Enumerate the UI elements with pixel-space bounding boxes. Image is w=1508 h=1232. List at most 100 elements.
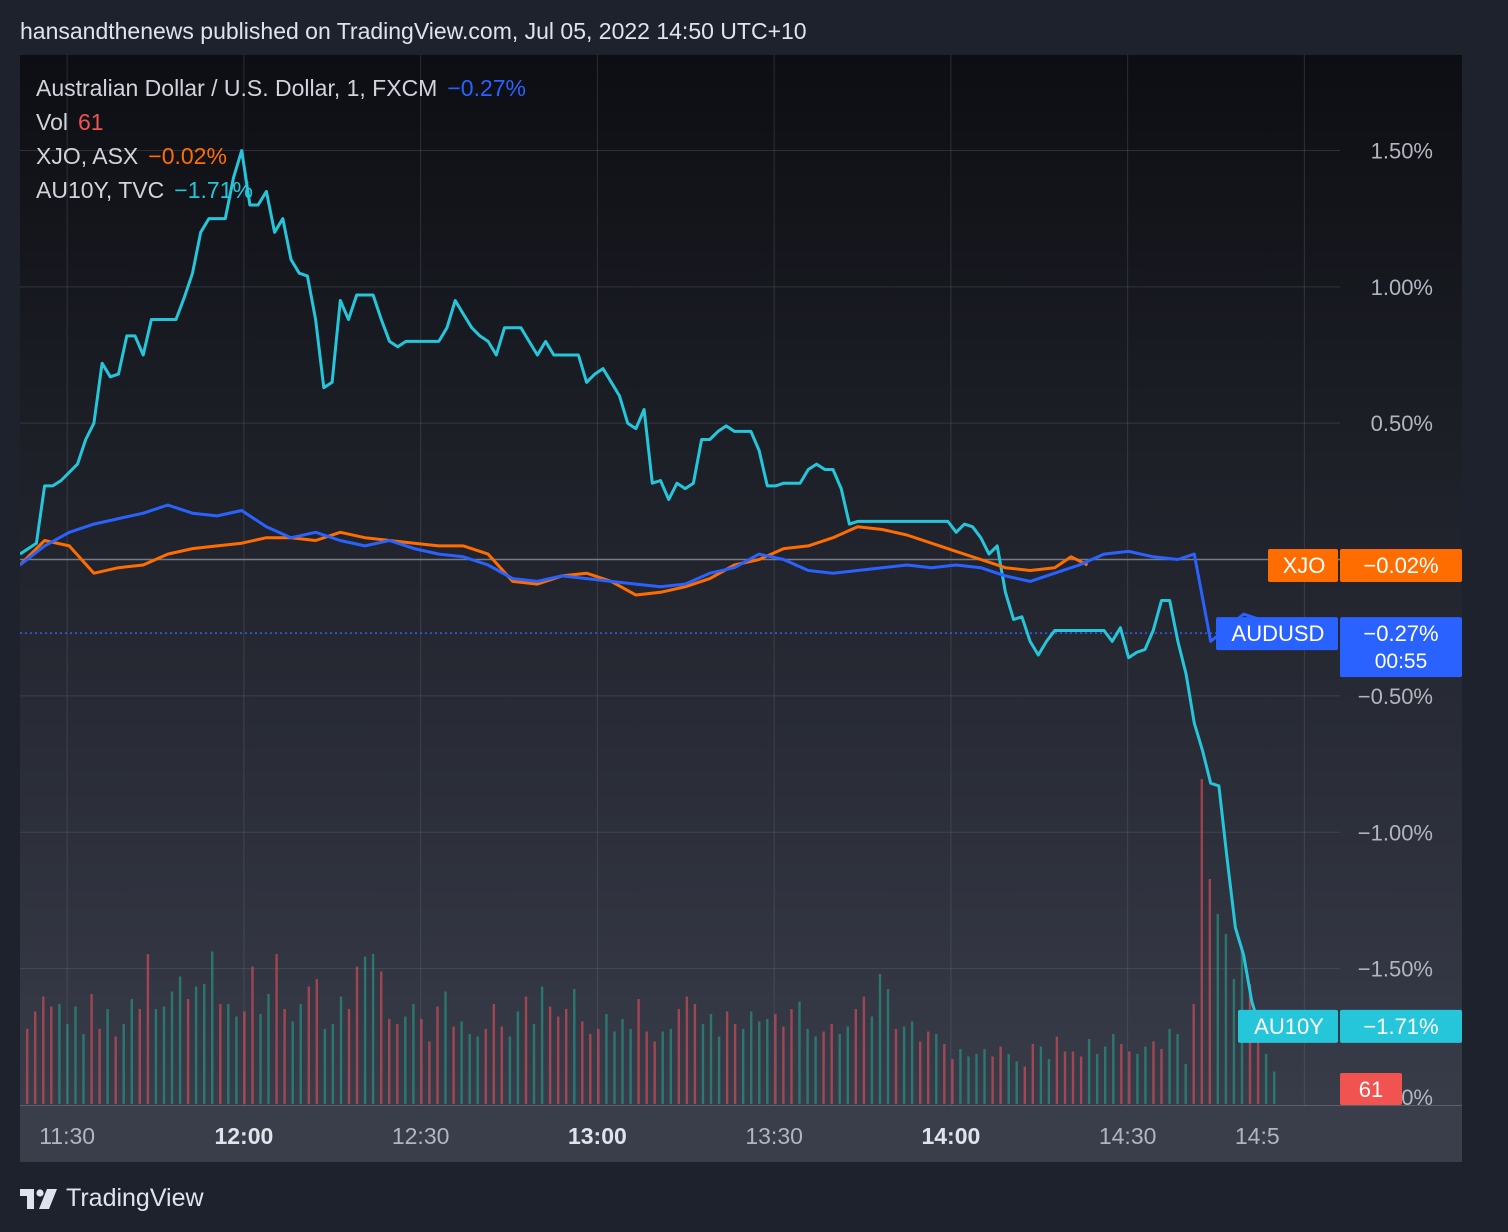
plot-background bbox=[20, 55, 1462, 1105]
volume-bar bbox=[1104, 1046, 1107, 1104]
volume-bar bbox=[259, 1014, 262, 1104]
volume-bar bbox=[1192, 1004, 1195, 1104]
volume-bar bbox=[98, 1029, 101, 1104]
volume-bar bbox=[267, 994, 270, 1104]
volume-bar bbox=[66, 1024, 69, 1104]
volume-bar bbox=[34, 1011, 37, 1104]
legend-row-au10y[interactable]: AU10Y, TVC −1.71% bbox=[36, 173, 526, 207]
volume-bar bbox=[750, 1011, 753, 1104]
tag-value-bg-au10y bbox=[1340, 1009, 1462, 1043]
volume-bar bbox=[701, 1024, 705, 1104]
volume-bar bbox=[661, 1031, 664, 1104]
volume-bar bbox=[178, 976, 182, 1104]
volume-bar bbox=[629, 1029, 632, 1104]
volume-bar bbox=[1216, 914, 1219, 1104]
legend-symbol-value: −0.27% bbox=[447, 75, 526, 101]
legend-xjo-value: −0.02% bbox=[148, 143, 227, 169]
volume-bar bbox=[894, 1029, 898, 1104]
tag-label-bg-xjo bbox=[1268, 549, 1338, 582]
time-axis-label: 14:30 bbox=[1099, 1123, 1157, 1149]
volume-bar bbox=[565, 1009, 568, 1104]
volume-bar bbox=[653, 1041, 656, 1104]
volume-bar bbox=[130, 999, 133, 1104]
volume-bar bbox=[307, 986, 310, 1104]
volume-bar bbox=[637, 999, 640, 1104]
volume-bar bbox=[162, 1006, 166, 1104]
volume-bar bbox=[1224, 934, 1228, 1104]
tag-value-xjo: −0.02% bbox=[1363, 553, 1438, 578]
volume-bar bbox=[420, 1019, 423, 1104]
chart-frame[interactable]: 1.50% 1.00% 0.50% −0.50% −1.00% −1.50% 00% 11:… bbox=[20, 55, 1462, 1162]
volume-bars bbox=[26, 779, 1276, 1104]
volume-bar bbox=[1031, 1044, 1034, 1104]
volume-bar bbox=[766, 1019, 769, 1104]
volume-bar bbox=[557, 1016, 560, 1104]
volume-bar bbox=[251, 966, 254, 1104]
volume-bar bbox=[74, 1006, 77, 1104]
volume-bar bbox=[396, 1024, 399, 1104]
volume-bar bbox=[1039, 1046, 1043, 1104]
volume-bar bbox=[830, 1024, 833, 1104]
volume-bar bbox=[1256, 1029, 1260, 1104]
volume-bar bbox=[186, 999, 190, 1104]
volume-bar bbox=[211, 951, 214, 1104]
series-lines bbox=[20, 149, 1262, 1030]
volume-bar bbox=[146, 954, 150, 1104]
legend-row-volume[interactable]: Vol 61 bbox=[36, 105, 526, 139]
legend-row-audusd[interactable]: Australian Dollar / U.S. Dollar, 1, FXCM… bbox=[36, 71, 526, 105]
volume-bar bbox=[1087, 1039, 1091, 1104]
volume-bar bbox=[782, 1026, 785, 1104]
volume-bar bbox=[114, 1036, 117, 1104]
volume-bar bbox=[363, 956, 367, 1104]
volume-bar bbox=[26, 1029, 29, 1104]
volume-bar bbox=[927, 1031, 930, 1104]
volume-bar bbox=[42, 996, 45, 1104]
volume-bar bbox=[428, 1041, 431, 1104]
volume-bar bbox=[798, 1001, 801, 1104]
volume-bar bbox=[315, 979, 318, 1104]
series-line-audusd bbox=[20, 503, 1261, 643]
time-axis-label: 14:00 bbox=[921, 1123, 980, 1149]
time-axis-label: 12:00 bbox=[214, 1123, 273, 1149]
volume-bar bbox=[492, 1004, 495, 1104]
volume-bar bbox=[878, 974, 882, 1104]
tag-value-bg-audusd bbox=[1340, 617, 1462, 678]
volume-bar bbox=[1120, 1044, 1123, 1104]
volume-bar bbox=[380, 971, 383, 1104]
volume-bar bbox=[951, 1059, 954, 1104]
volume-bar bbox=[468, 1034, 471, 1104]
volume-bar bbox=[645, 1031, 648, 1104]
tag-value-audusd: −0.27% bbox=[1363, 621, 1438, 646]
price-axis[interactable]: 1.50%1.00%0.50%−0.50%−1.00%−1.50%00% bbox=[1358, 138, 1433, 1110]
volume-bar bbox=[1264, 1054, 1268, 1104]
volume-bar bbox=[1023, 1066, 1026, 1104]
volume-bar bbox=[613, 1031, 616, 1104]
legend-row-xjo[interactable]: XJO, ASX −0.02% bbox=[36, 139, 526, 173]
price-axis-label: 1.00% bbox=[1371, 275, 1433, 300]
volume-bar bbox=[508, 1036, 512, 1104]
volume-bar bbox=[725, 1011, 729, 1104]
tag-label-bg-au10y bbox=[1238, 1009, 1338, 1043]
volume-bar bbox=[275, 954, 278, 1104]
volume-bar bbox=[355, 966, 359, 1104]
time-axis[interactable]: 11:30 12:00 12:30 13:00 13:30 14:00 14:30 14:5 bbox=[39, 1123, 1279, 1149]
chart-canvas[interactable]: 1.50%1.00%0.50%−0.50%−1.00%−1.50%00% 11:… bbox=[20, 55, 1462, 1162]
volume-bar bbox=[339, 996, 343, 1104]
series-line-au10y bbox=[20, 149, 1262, 1030]
volume-bar bbox=[959, 1049, 962, 1104]
volume-bar bbox=[581, 1021, 584, 1104]
volume-bar bbox=[436, 1006, 439, 1104]
legend-au10y-value: −1.71% bbox=[174, 177, 253, 203]
volume-bar bbox=[1232, 979, 1236, 1104]
volume-bar bbox=[82, 1034, 85, 1104]
tag-label-audusd: AUDUSD bbox=[1232, 621, 1325, 646]
volume-bar bbox=[975, 1054, 978, 1104]
volume-bar bbox=[347, 1009, 351, 1104]
volume-bar bbox=[291, 1021, 294, 1104]
footer-brand[interactable]: TradingView bbox=[20, 1184, 204, 1213]
volume-bar bbox=[299, 1004, 302, 1104]
volume-bar bbox=[388, 1019, 391, 1104]
volume-bar bbox=[500, 1026, 503, 1104]
volume-bar bbox=[1079, 1056, 1083, 1104]
legend-volume-value: 61 bbox=[77, 109, 104, 135]
